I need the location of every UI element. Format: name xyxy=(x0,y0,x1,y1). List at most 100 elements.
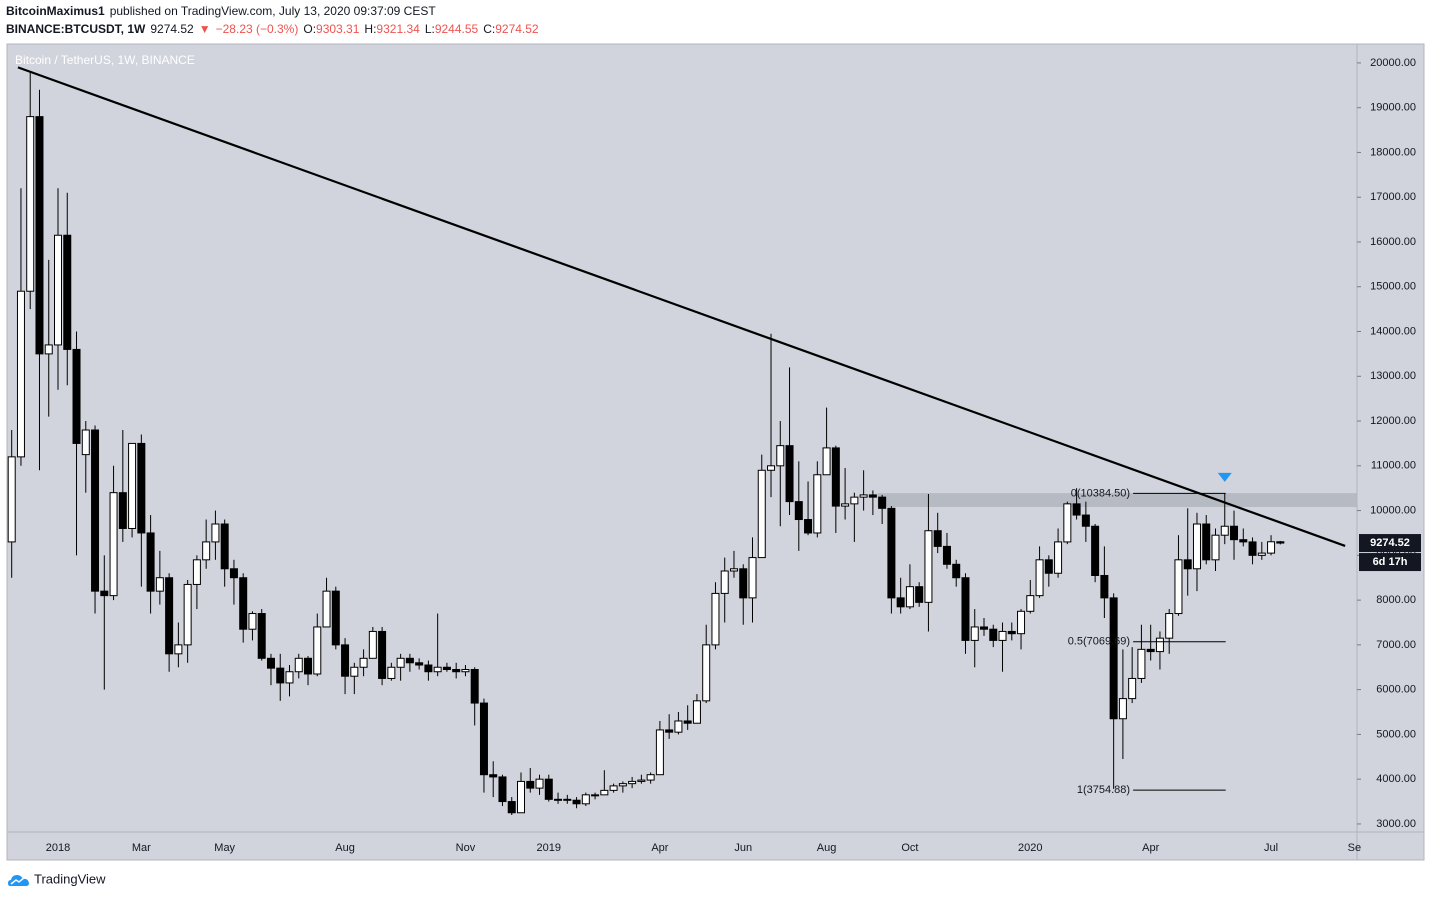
published-note: published on TradingView.com, July 13, 2… xyxy=(109,4,436,18)
candle-body xyxy=(1248,541,1257,556)
arrow-marker xyxy=(1217,472,1232,482)
candle-body xyxy=(16,290,25,458)
last-price: 9274.52 xyxy=(150,22,194,36)
candle-body xyxy=(655,729,664,776)
candle-body xyxy=(109,492,118,597)
candle-body xyxy=(183,583,192,646)
candle-body xyxy=(1063,503,1072,543)
candle-body xyxy=(859,494,868,498)
candle-body xyxy=(989,628,998,641)
candle-body xyxy=(137,442,146,534)
change-arrow: ▼ xyxy=(198,22,211,36)
candle-body xyxy=(192,559,201,585)
candle-body xyxy=(942,545,951,565)
candle-body xyxy=(202,541,211,561)
candle-body xyxy=(1054,541,1063,574)
candle-body xyxy=(1165,613,1174,639)
candle-body xyxy=(257,613,266,659)
candle-body xyxy=(813,474,822,534)
y-tick-label: 10000.00 xyxy=(1370,504,1416,516)
candle-body xyxy=(285,671,294,684)
candle-body xyxy=(618,783,627,787)
x-tick-label: Jun xyxy=(734,842,752,854)
candle-body xyxy=(1109,597,1118,720)
candle-body xyxy=(1174,559,1183,615)
candle-body xyxy=(211,523,220,543)
author: BitcoinMaximus1 xyxy=(6,4,105,18)
y-tick-label: 16000.00 xyxy=(1370,236,1416,248)
candle-body xyxy=(498,776,507,803)
candle-body xyxy=(1211,534,1220,561)
candle-body xyxy=(368,630,377,659)
candle-body xyxy=(757,469,766,559)
ohlc-value: 9303.31 xyxy=(316,22,360,36)
candle-body xyxy=(609,785,618,791)
y-tick-label: 19000.00 xyxy=(1370,102,1416,114)
candle-body xyxy=(44,344,53,355)
candle-body xyxy=(220,523,229,570)
candle-body xyxy=(628,780,637,785)
candle-body xyxy=(26,116,35,292)
y-tick-label: 14000.00 xyxy=(1370,325,1416,337)
candle-body xyxy=(998,630,1007,641)
candle-body xyxy=(887,507,896,599)
logo xyxy=(8,875,29,886)
candle-body xyxy=(1072,503,1081,516)
ohlc-label: C: xyxy=(483,22,496,36)
candle-body xyxy=(470,668,479,704)
candle-body xyxy=(350,666,359,677)
y-tick-label: 3000.00 xyxy=(1376,818,1416,830)
candle-body xyxy=(841,503,850,507)
price-box xyxy=(1359,534,1421,553)
candle-body xyxy=(776,445,785,467)
candle-body xyxy=(396,657,405,668)
candle-body xyxy=(424,664,433,673)
candle-body xyxy=(831,447,840,507)
candle-body xyxy=(341,644,350,677)
candle-body xyxy=(1230,525,1239,541)
candle-body xyxy=(54,234,62,346)
y-tick-label: 4000.00 xyxy=(1376,773,1416,785)
candle-body xyxy=(433,666,442,673)
candle-body xyxy=(387,666,396,679)
y-tick-label: 12000.00 xyxy=(1370,415,1416,427)
candle-body xyxy=(118,492,127,529)
candle-body xyxy=(526,780,535,789)
candle-body xyxy=(415,662,424,666)
candle-body xyxy=(452,668,461,673)
candle-body xyxy=(276,667,285,684)
candle-body xyxy=(600,789,609,796)
y-tick-label: 8000.00 xyxy=(1376,594,1416,606)
candle-body xyxy=(1239,539,1248,543)
candle-body xyxy=(1100,574,1109,599)
candle-body xyxy=(7,456,16,543)
candle-body xyxy=(1267,541,1276,554)
x-tick-label: 2019 xyxy=(537,842,561,854)
candle-body xyxy=(378,630,387,679)
candle-body xyxy=(1026,595,1035,612)
y-tick-label: 11000.00 xyxy=(1371,460,1416,472)
candle-body xyxy=(544,778,553,800)
candle-body xyxy=(294,657,303,673)
price-box-label: 9274.52 xyxy=(1370,537,1410,549)
candle-body xyxy=(35,116,44,355)
candle-body xyxy=(1128,677,1137,700)
candle-body xyxy=(905,586,914,608)
ohlc-label: L: xyxy=(424,22,435,36)
candle-body xyxy=(896,597,905,608)
candle-body xyxy=(304,657,313,675)
candle-body xyxy=(517,780,525,814)
ohlc-value: 9321.34 xyxy=(376,22,420,36)
countdown: 6d 17h xyxy=(1373,556,1408,568)
candle-body xyxy=(405,657,414,664)
x-tick-label: 2018 xyxy=(46,842,70,854)
candle-body xyxy=(804,519,813,534)
candle-body xyxy=(767,465,776,471)
x-tick-label: Aug xyxy=(335,842,355,854)
candle-body xyxy=(313,626,322,675)
candle-body xyxy=(174,644,183,655)
candle-body xyxy=(952,563,961,579)
symbol: BINANCE:BTCUSDT, 1W xyxy=(6,22,146,36)
